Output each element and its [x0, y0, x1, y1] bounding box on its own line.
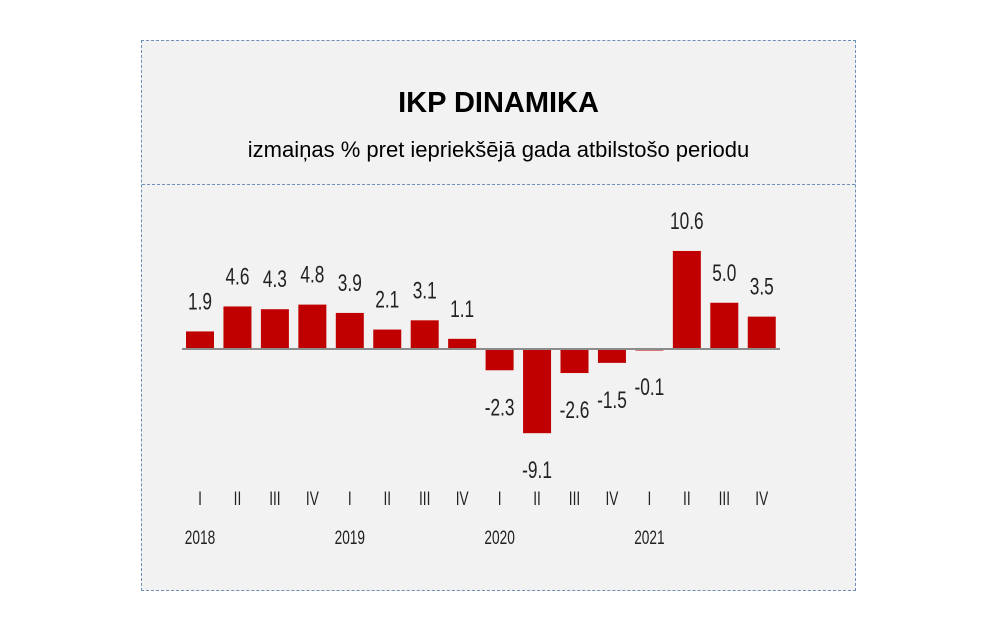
- year-label: 2020: [484, 527, 514, 549]
- data-label: -0.1: [635, 374, 665, 400]
- bar: [223, 306, 252, 349]
- chart-subtitle: izmaiņas % pret iepriekšējā gada atbilst…: [247, 137, 750, 162]
- data-label: 1.9: [188, 289, 212, 315]
- bar: [672, 250, 701, 349]
- bar: [485, 349, 514, 371]
- bar: [560, 349, 589, 374]
- data-label: 3.9: [338, 270, 362, 296]
- bar: [335, 312, 364, 349]
- x-tick-label: II: [683, 488, 691, 510]
- x-tick-label: III: [569, 488, 580, 510]
- data-label: 5.0: [712, 260, 736, 286]
- data-label: 10.6: [670, 208, 704, 234]
- bar: [597, 349, 626, 363]
- data-label: 4.8: [300, 262, 324, 288]
- x-tick-label: IV: [755, 488, 768, 510]
- bar: [710, 302, 739, 349]
- x-tick-label: II: [383, 488, 391, 510]
- data-label: 2.1: [375, 287, 399, 313]
- x-tick-label: III: [419, 488, 430, 510]
- year-label: 2021: [634, 527, 664, 549]
- year-label: 2018: [185, 527, 215, 549]
- x-tick-label: IV: [306, 488, 319, 510]
- data-label: 4.6: [225, 264, 249, 290]
- bar: [298, 304, 327, 349]
- bar: [186, 331, 214, 349]
- data-label: -1.5: [597, 387, 627, 413]
- x-tick-label: I: [498, 488, 502, 510]
- x-tick-label: II: [533, 488, 541, 510]
- data-label: 3.1: [413, 278, 437, 304]
- data-label: 4.3: [263, 267, 287, 293]
- data-label: -2.6: [560, 397, 590, 423]
- bar: [260, 309, 289, 349]
- bar: [373, 329, 402, 349]
- bar: [523, 349, 552, 434]
- chart-title: IKP DINAMIKA: [398, 87, 599, 119]
- bar: [410, 320, 439, 349]
- x-tick-label: IV: [605, 488, 618, 510]
- data-label: 1.1: [450, 296, 474, 322]
- x-tick-label: I: [647, 488, 651, 510]
- data-label: 3.5: [750, 274, 774, 300]
- bar: [747, 316, 776, 349]
- bar: [448, 338, 477, 349]
- year-label: 2019: [335, 527, 365, 549]
- x-tick-label: III: [719, 488, 730, 510]
- x-tick-label: I: [198, 488, 202, 510]
- data-label: -2.3: [485, 395, 515, 421]
- data-label: -9.1: [522, 458, 552, 484]
- x-tick-label: IV: [456, 488, 469, 510]
- x-tick-label: III: [269, 488, 280, 510]
- x-tick-label: II: [234, 488, 242, 510]
- x-tick-label: I: [348, 488, 352, 510]
- chart-header: IKP DINAMIKA izmaiņas % pret iepriekšējā…: [142, 41, 855, 185]
